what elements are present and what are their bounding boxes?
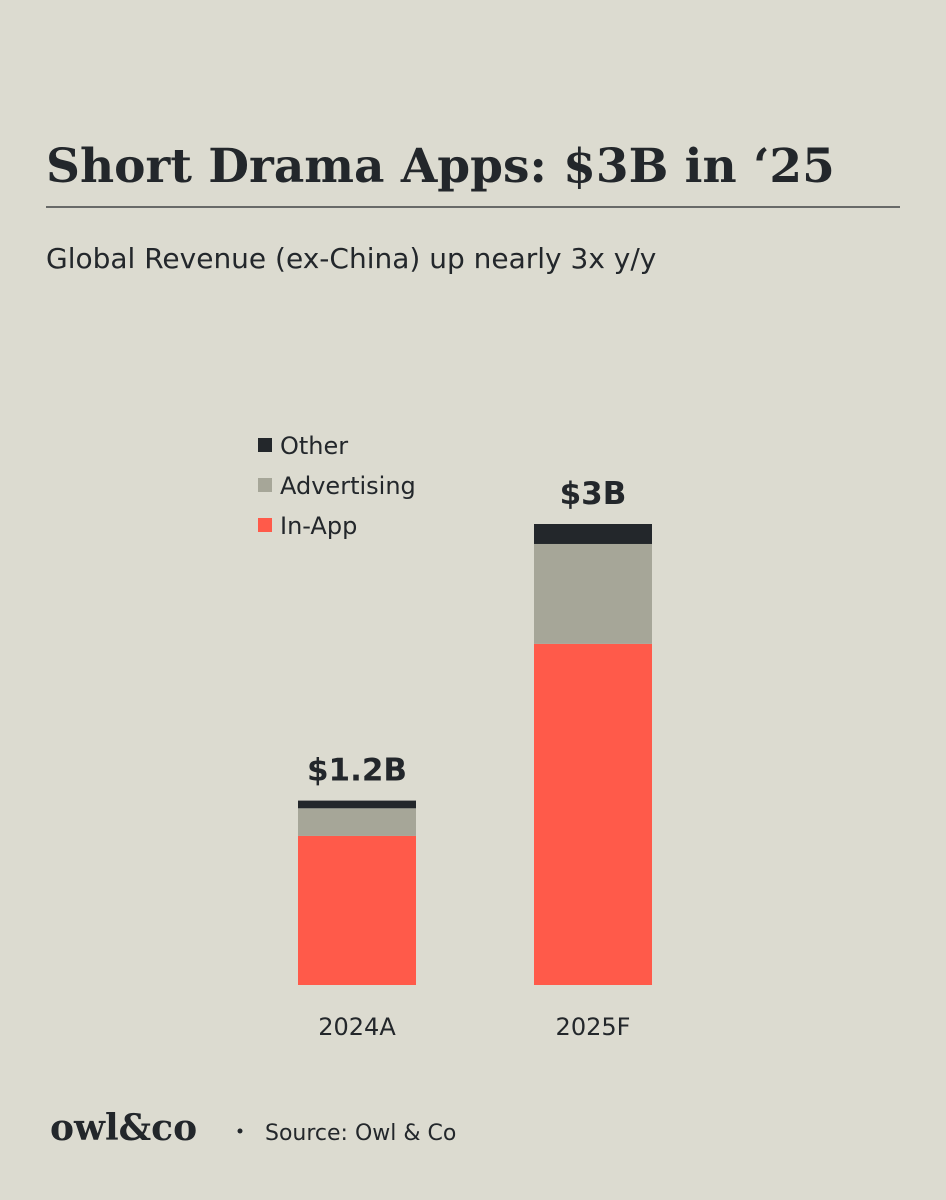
x-tick-label: 2024A xyxy=(318,1013,396,1041)
bar-segment xyxy=(534,524,652,544)
legend-swatch xyxy=(258,518,272,532)
bar-segment xyxy=(298,800,416,809)
legend-label: In-App xyxy=(280,512,357,540)
x-tick-label: 2025F xyxy=(556,1013,631,1041)
bar-segment xyxy=(534,643,652,985)
total-label: $1.2B xyxy=(307,753,407,789)
legend-label: Advertising xyxy=(280,472,416,500)
separator-dot xyxy=(237,1128,243,1134)
bar-segment xyxy=(298,808,416,836)
legend-swatch xyxy=(258,478,272,492)
chart-subtitle: Global Revenue (ex-China) up nearly 3x y… xyxy=(46,242,656,275)
total-label: $3B xyxy=(560,476,627,512)
bar-segment xyxy=(298,835,416,985)
legend-swatch xyxy=(258,438,272,452)
source: Source: Owl & Co xyxy=(265,1121,456,1146)
bar-segment xyxy=(534,543,652,644)
logo: owl&co xyxy=(50,1107,197,1149)
legend-label: Other xyxy=(280,432,348,460)
chart-title: Short Drama Apps: $3B in ‘25 xyxy=(46,139,835,194)
